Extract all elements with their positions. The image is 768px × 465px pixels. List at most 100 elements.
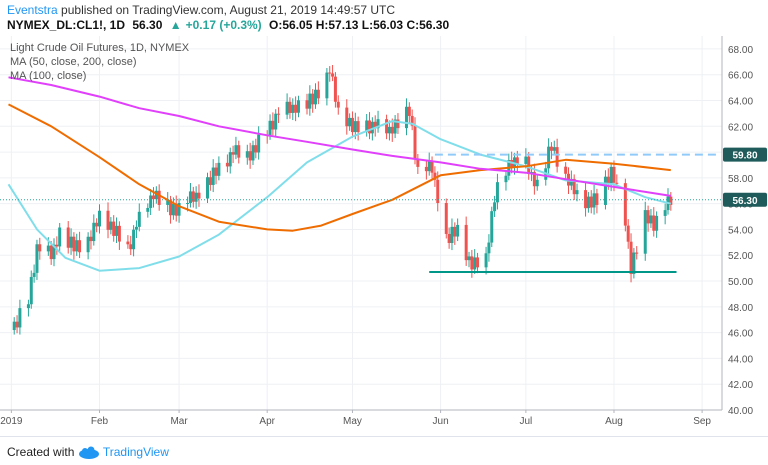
candle-down	[453, 226, 457, 237]
candle-up	[285, 101, 289, 115]
candle-down	[316, 89, 320, 99]
candle-up	[493, 202, 497, 212]
candle-down	[331, 73, 335, 77]
candle-down	[606, 176, 610, 185]
candle-up	[166, 200, 170, 205]
candle-down	[277, 113, 281, 115]
candle-up	[484, 253, 488, 268]
candle-down	[396, 119, 400, 129]
candle-down	[390, 126, 394, 134]
legend-title: Light Crude Oil Futures, 1D, NYMEX	[10, 42, 190, 54]
x-tick-label: May	[343, 416, 362, 426]
x-tick-label: Sep	[693, 416, 711, 426]
candle-up	[487, 242, 491, 254]
candle-up	[393, 119, 397, 134]
author-link[interactable]: Eventstra	[7, 3, 58, 17]
candle-up	[524, 156, 528, 164]
candle-up	[450, 226, 454, 243]
candle-down	[464, 224, 468, 261]
candle-up	[473, 257, 477, 270]
ma-line-ma-200-	[8, 76, 671, 197]
chart-header: Eventstra published on TradingView.com, …	[0, 0, 768, 34]
candle-down	[49, 245, 53, 260]
candle-up	[75, 240, 79, 252]
candle-up	[586, 196, 590, 209]
x-tick-label: Jun	[433, 416, 449, 426]
candle-up	[467, 256, 471, 261]
candle-up	[115, 225, 119, 236]
last-price: 56.30	[132, 18, 163, 32]
y-tick-label: 62.00	[728, 122, 753, 133]
candle-down	[55, 244, 59, 247]
candle-down	[433, 172, 437, 180]
candle-down	[336, 101, 340, 108]
candle-up	[211, 167, 215, 185]
x-tick-label: Feb	[91, 416, 109, 426]
candle-up	[569, 178, 573, 186]
candle-up	[370, 121, 374, 134]
candle-down	[356, 121, 360, 133]
candle-up	[552, 147, 556, 151]
candle-down	[328, 72, 332, 74]
chart-area[interactable]: 40.00 42.00 44.00 46.00 48.00 50.00 52.00 54.00…	[0, 36, 768, 427]
price-label-box	[723, 192, 767, 207]
candle-down	[589, 196, 593, 208]
candle-up	[92, 222, 96, 242]
candle-up	[535, 179, 539, 187]
price-label-text: 56.30	[732, 196, 757, 207]
candle-down	[126, 241, 130, 245]
candle-up	[365, 120, 369, 133]
tradingview-logo-icon[interactable]	[78, 446, 100, 460]
candle-down	[311, 93, 315, 105]
candle-down	[407, 106, 411, 116]
y-tick-label: 40.00	[728, 406, 753, 417]
candle-down	[385, 119, 389, 134]
price-label-text: 59.80	[732, 151, 757, 162]
published-text: published on TradingView.com, August 21,…	[61, 3, 396, 17]
candle-down	[72, 236, 76, 252]
candle-up	[69, 236, 73, 248]
candle-down	[129, 244, 133, 250]
candle-down	[208, 177, 212, 185]
y-tick-label: 42.00	[728, 380, 753, 391]
candle-up	[663, 210, 667, 216]
candle-down	[231, 152, 235, 155]
candle-down	[89, 236, 93, 242]
candle-up	[504, 175, 508, 183]
x-tick-label: 2019	[0, 416, 23, 426]
candle-down	[612, 166, 616, 183]
candle-up	[134, 226, 138, 230]
candle-up	[86, 236, 90, 253]
ma-line-ma-100-close-	[8, 103, 671, 232]
candle-up	[132, 229, 136, 250]
candle-up	[234, 145, 238, 155]
candle-up	[58, 227, 62, 247]
candle-down	[225, 162, 229, 167]
y-tick-label: 66.00	[728, 71, 753, 82]
candle-up	[404, 106, 408, 129]
candle-down	[515, 157, 519, 164]
candle-down	[447, 233, 451, 243]
candle-up	[206, 177, 210, 199]
ohlc-values: O:56.05 H:57.13 L:56.03 C:56.30	[269, 18, 450, 32]
footer: Created with TradingView	[0, 436, 768, 465]
candle-up	[18, 308, 22, 328]
x-tick-label: Jul	[519, 416, 532, 426]
candle-down	[416, 158, 420, 167]
candle-down	[112, 221, 116, 236]
candle-up	[137, 211, 141, 227]
candle-down	[532, 172, 536, 187]
candle-up	[149, 195, 153, 208]
candle-up	[649, 215, 653, 224]
candle-up	[490, 211, 494, 243]
candle-up	[575, 190, 579, 195]
candle-up	[268, 120, 272, 136]
tradingview-brand[interactable]: TradingView	[102, 445, 169, 459]
candle-down	[424, 166, 428, 172]
candle-down	[305, 100, 309, 109]
candle-down	[629, 241, 633, 274]
candle-down	[549, 146, 553, 151]
price-chart[interactable]: 40.00 42.00 44.00 46.00 48.00 50.00 52.00 54.00…	[0, 36, 768, 427]
candle-up	[376, 119, 380, 129]
price-change: +0.17 (+0.3%)	[185, 18, 262, 32]
